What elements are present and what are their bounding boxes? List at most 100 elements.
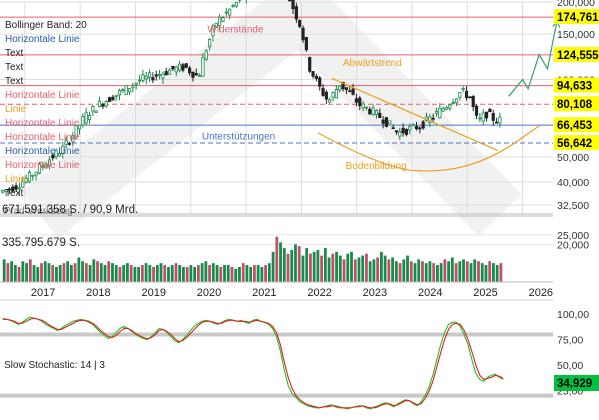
candle-body — [364, 106, 369, 109]
candle-body — [218, 16, 222, 27]
candle-body — [74, 125, 78, 138]
volume-bar — [174, 263, 178, 282]
volume-bar — [204, 261, 208, 282]
candle-body — [27, 172, 32, 183]
volume-bar — [51, 265, 55, 282]
legend-entry: Horizontale Linie — [5, 146, 80, 157]
candle-body — [21, 181, 25, 188]
candle-body — [71, 135, 75, 143]
volume-bar — [379, 251, 383, 282]
candle-body — [341, 81, 345, 90]
volume-bar — [6, 263, 10, 282]
candle-body — [334, 88, 339, 99]
volume-bar — [495, 265, 499, 282]
volume-bar — [309, 253, 312, 282]
candle-body — [81, 115, 85, 126]
candle-body — [31, 174, 35, 177]
candle-body — [87, 115, 92, 121]
volume-bar — [211, 263, 215, 282]
volume-bar — [458, 261, 462, 282]
candle-body — [311, 71, 315, 77]
candle-body — [494, 121, 499, 124]
volume-bar — [249, 266, 253, 282]
volume-bar — [148, 265, 152, 282]
candle-body — [468, 96, 472, 99]
legend-entry: Horizontale Linie — [5, 132, 80, 143]
candle-body — [194, 73, 198, 76]
price-panel: 200,000150,000100,00050,00040,00032,500W… — [0, 0, 599, 239]
volume-bar — [436, 265, 439, 282]
volume-bar — [361, 255, 365, 282]
candle-body — [91, 105, 95, 112]
volume-bar — [260, 266, 264, 282]
candle-body — [121, 89, 125, 92]
candle-body — [331, 92, 335, 98]
candle-body — [421, 121, 425, 129]
volume-bar — [133, 266, 137, 282]
volume-bar — [167, 266, 170, 282]
volume-bar — [312, 251, 316, 282]
candle-body — [154, 74, 158, 77]
volume-y-tick-label: 25,000 — [557, 230, 589, 242]
volume-bar — [335, 251, 338, 282]
candle-body — [224, 11, 228, 14]
candle-body — [97, 100, 102, 107]
candle-body — [324, 91, 328, 100]
candle-body — [141, 74, 145, 81]
candle-body — [214, 22, 218, 28]
candle-body — [7, 188, 12, 191]
volume-bar — [439, 263, 443, 282]
candle-body — [94, 110, 98, 114]
volume-bar — [25, 263, 28, 282]
candle-body — [17, 187, 22, 190]
volume-bar — [477, 261, 480, 282]
candle-body — [471, 95, 475, 108]
volume-bar — [193, 266, 197, 282]
volume-bar — [155, 265, 159, 282]
legend-entry: Horizontale Linie — [5, 34, 80, 45]
volume-bar — [129, 265, 133, 282]
candle-body — [394, 130, 399, 133]
volume-bar — [398, 263, 402, 282]
volume-bar — [484, 265, 488, 282]
volume-label: 335.795.679 S. — [2, 237, 80, 249]
volume-bar — [391, 257, 394, 282]
volume-bar — [256, 265, 260, 282]
x-tick-label: 2019 — [141, 287, 165, 299]
legend-entry: Text — [5, 62, 24, 73]
candle-body — [308, 57, 312, 72]
volume-bar — [77, 257, 81, 282]
volume-bar — [152, 266, 155, 282]
price-y-tick-label: 50,000 — [557, 152, 589, 164]
legend-entry: Text — [5, 76, 24, 87]
candle-body — [404, 128, 409, 135]
price-level-badge — [554, 9, 599, 25]
price-level-label: 174,761 — [557, 12, 599, 24]
volume-bar — [443, 259, 447, 282]
x-tick-label: 2018 — [86, 287, 110, 299]
candle-body — [61, 145, 65, 154]
candle-body — [4, 189, 8, 192]
candle-body — [448, 104, 452, 109]
candle-body — [177, 63, 182, 71]
volume-bar — [73, 263, 77, 282]
candle-body — [414, 125, 419, 130]
x-tick-label: 2022 — [307, 287, 331, 299]
candle-body — [208, 38, 212, 48]
volume-bar — [215, 265, 219, 282]
volume-bar — [32, 265, 36, 282]
candle-body — [298, 19, 302, 27]
forecast-path — [508, 21, 558, 97]
volume-bar — [350, 251, 353, 282]
candle-body — [171, 65, 175, 70]
price-level-label: 124,555 — [557, 50, 599, 62]
x-tick-label: 2021 — [252, 287, 276, 299]
volume-bar — [417, 259, 421, 282]
legend-entry: Text — [5, 48, 24, 59]
candle-body — [378, 112, 382, 118]
volume-stats-line: 671.591.358 S. / 90,9 Mrd. — [2, 204, 138, 216]
annotation-label: Abwärtstrend — [343, 58, 402, 69]
volume-bar — [182, 266, 185, 282]
